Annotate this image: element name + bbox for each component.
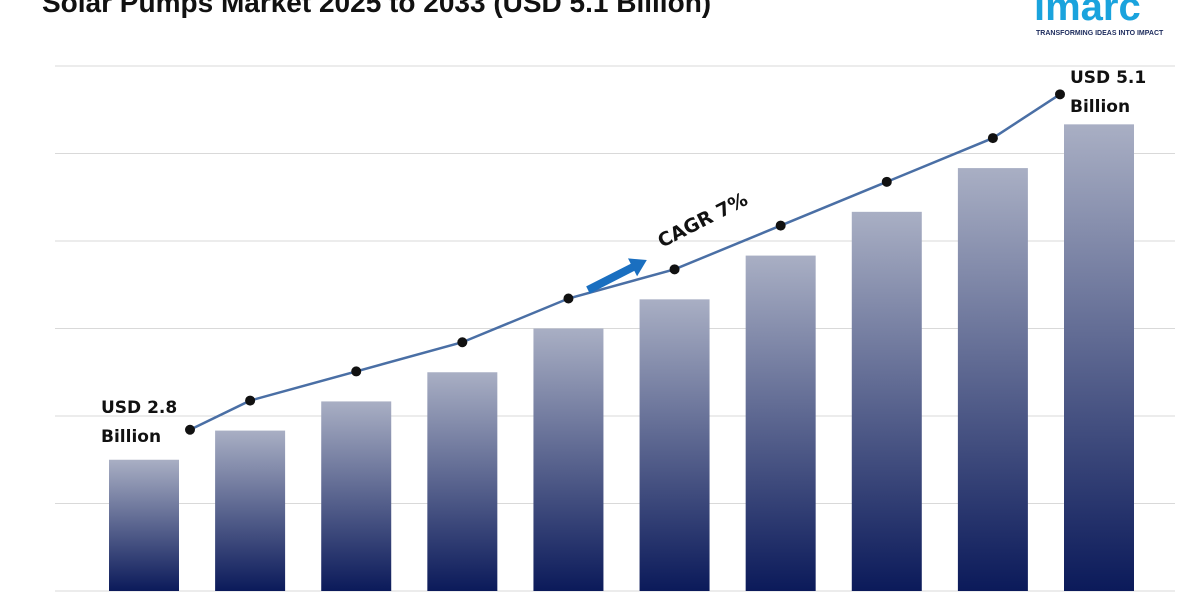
trend-dot xyxy=(245,395,256,406)
bar xyxy=(321,401,392,591)
end-annotation: USD 5.1 Billion xyxy=(1070,68,1147,117)
trend-line xyxy=(189,93,1061,431)
bar xyxy=(533,328,604,591)
trend-dot xyxy=(987,133,998,144)
bar xyxy=(639,299,710,591)
bar xyxy=(851,211,922,592)
logo: imarc xyxy=(1034,0,1141,29)
logo-tagline: TRANSFORMING IDEAS INTO IMPACT xyxy=(1036,30,1164,37)
trend-dot xyxy=(775,220,786,231)
trend-dot xyxy=(563,293,574,304)
arrow-shaft xyxy=(586,262,637,294)
bar xyxy=(427,372,498,591)
trend-dot xyxy=(1055,89,1065,100)
bar xyxy=(957,168,1028,592)
bar xyxy=(109,459,179,591)
trend-dot xyxy=(351,366,362,377)
trend-dot xyxy=(185,424,195,435)
bar xyxy=(215,430,286,591)
cagr-arrow xyxy=(586,258,647,294)
arrow-head xyxy=(628,258,647,277)
trend-dot xyxy=(457,337,468,348)
chart-title: Solar Pumps Market 2025 to 2033 (USD 5.1… xyxy=(42,0,711,18)
trend-dot xyxy=(669,264,680,275)
bar xyxy=(745,255,816,592)
trend-dot xyxy=(881,176,892,187)
start-annotation: USD 2.8 Billion xyxy=(101,398,178,447)
bar xyxy=(1064,124,1134,591)
